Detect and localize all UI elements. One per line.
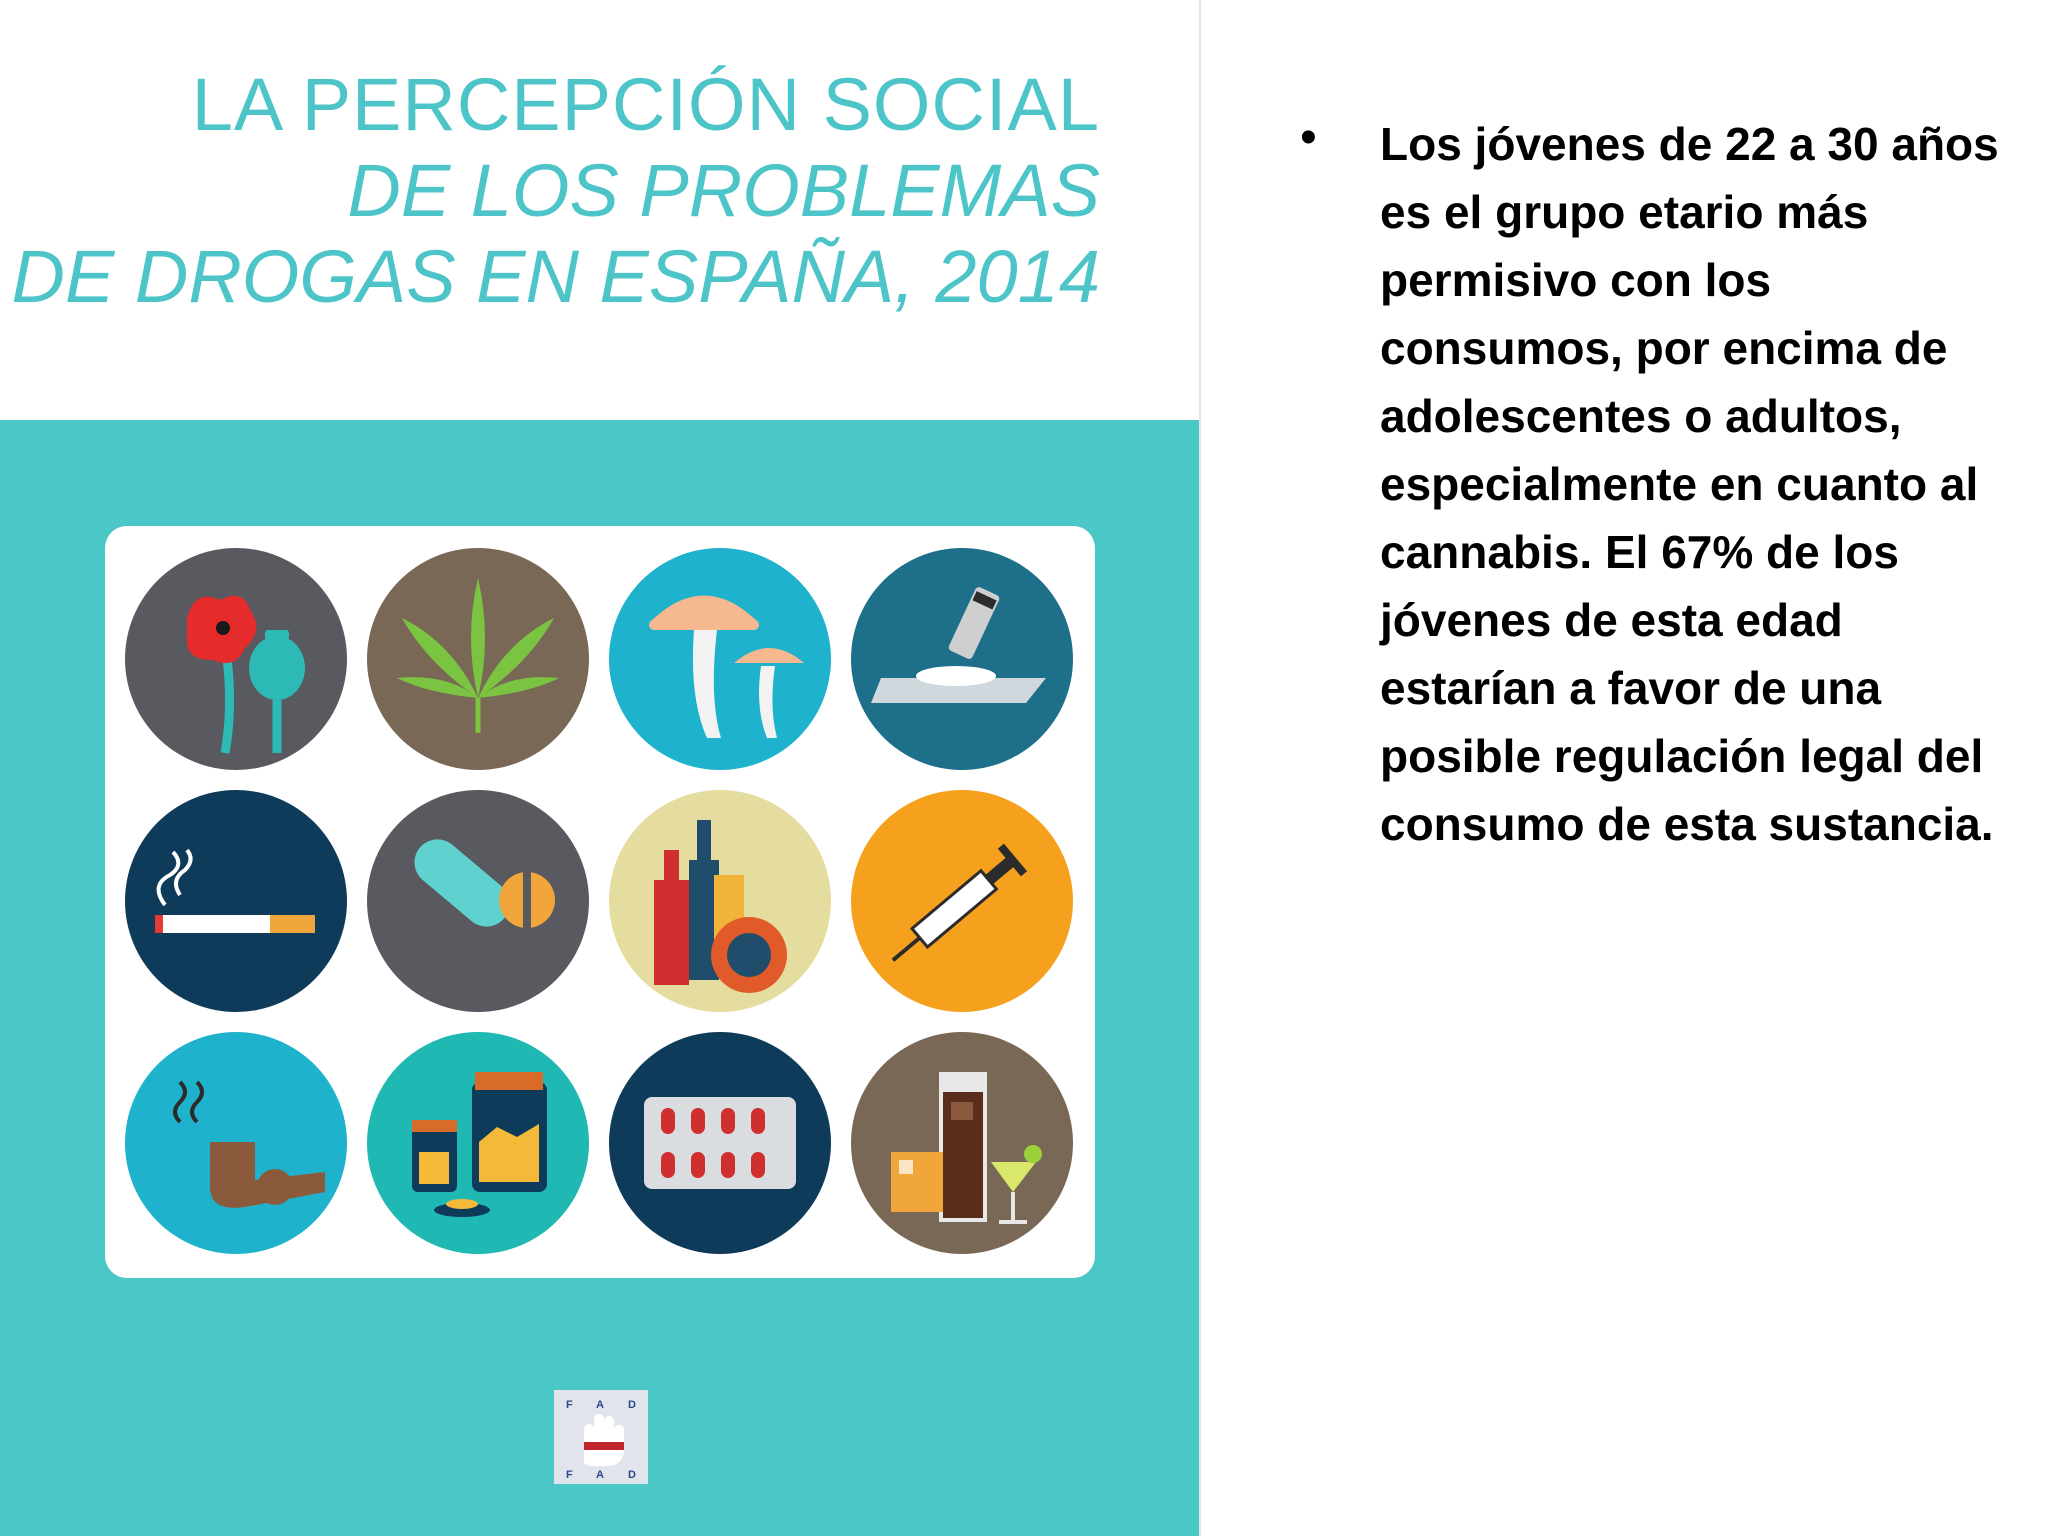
svg-text:F: F xyxy=(566,1399,573,1411)
bullet-marker: • xyxy=(1300,111,1317,164)
alcohol-bottles-icon xyxy=(609,790,831,1012)
svg-text:A: A xyxy=(596,1399,604,1411)
blister-pack-icon xyxy=(609,1032,831,1254)
svg-text:F: F xyxy=(566,1469,573,1481)
jars-icon xyxy=(367,1032,589,1254)
svg-text:A: A xyxy=(596,1469,604,1481)
mushrooms-icon xyxy=(609,548,831,770)
cover-title: LA PERCEPCIÓN SOCIAL DE LOS PROBLEMAS DE… xyxy=(0,0,1200,420)
panel-divider xyxy=(1199,0,1201,1536)
cocaine-icon xyxy=(851,548,1073,770)
pipe-icon xyxy=(125,1032,347,1254)
fad-logo: F A D F A D xyxy=(554,1390,648,1484)
drug-icons-grid xyxy=(105,526,1095,1278)
cover-title-line-1: LA PERCEPCIÓN SOCIAL xyxy=(191,63,1100,146)
svg-text:D: D xyxy=(628,1469,636,1481)
cover-title-line-3: DE DROGAS EN ESPAÑA, 2014 xyxy=(11,235,1100,318)
drinks-icon xyxy=(851,1032,1073,1254)
syringe-icon xyxy=(851,790,1073,1012)
pills-icon xyxy=(367,790,589,1012)
report-cover: LA PERCEPCIÓN SOCIAL DE LOS PROBLEMAS DE… xyxy=(0,0,1200,1536)
cigarette-icon xyxy=(125,790,347,1012)
cover-title-line-2: DE LOS PROBLEMAS xyxy=(347,149,1100,232)
bullet-text: Los jóvenes de 22 a 30 años es el grupo … xyxy=(1380,118,1999,850)
cannabis-leaf-icon xyxy=(367,548,589,770)
svg-text:D: D xyxy=(628,1399,636,1411)
poppy-icon xyxy=(125,548,347,770)
